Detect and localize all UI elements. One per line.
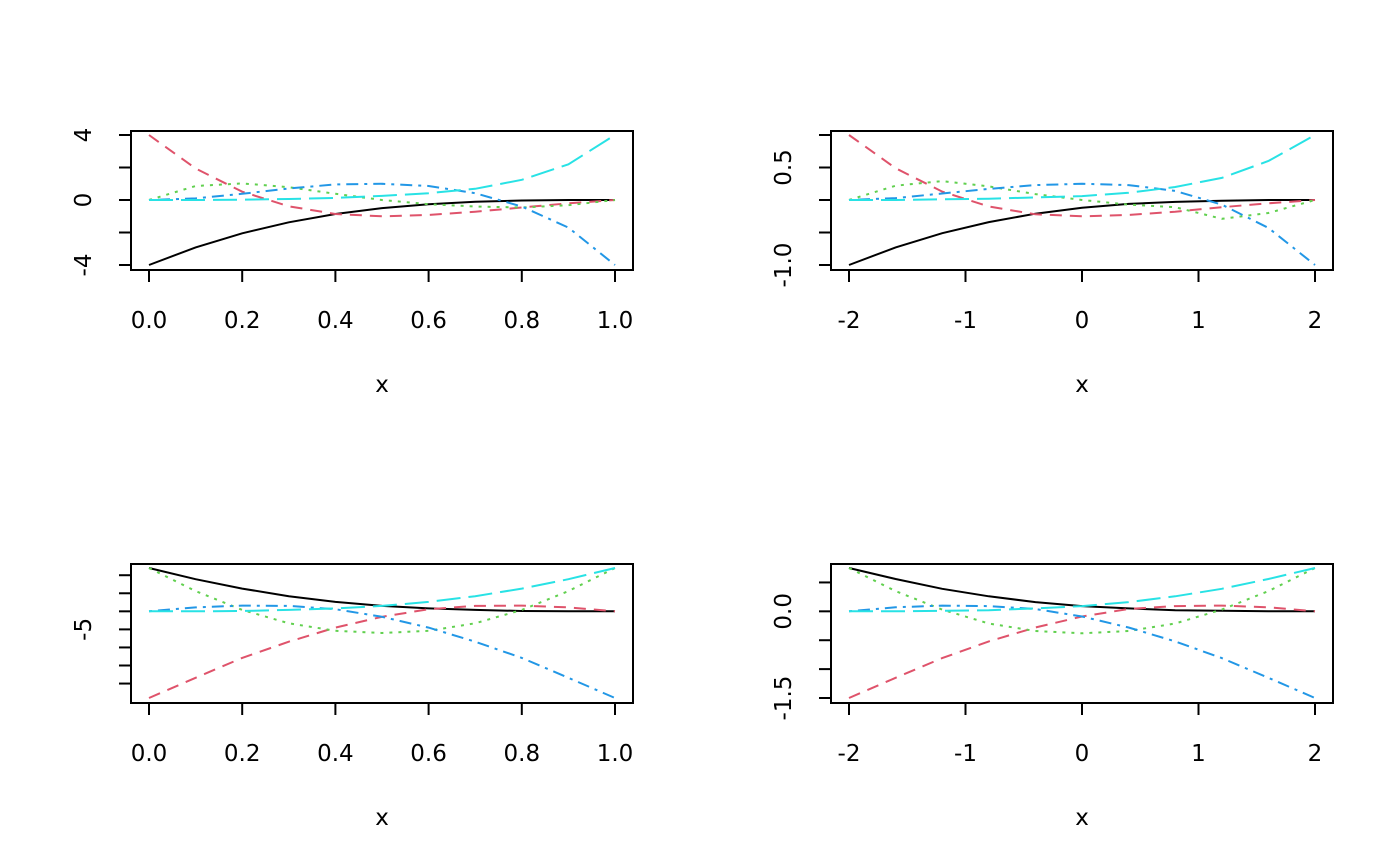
y-tick-label: 0.0 xyxy=(771,593,797,630)
series-line-3 xyxy=(148,182,616,209)
series-line-2 xyxy=(148,134,616,218)
x-tick-label: 0.2 xyxy=(224,741,261,767)
x-tick-label: 0 xyxy=(1075,741,1090,767)
series-line-2 xyxy=(848,134,1316,218)
series-line-5 xyxy=(849,567,1316,613)
series-line-5 xyxy=(849,134,1316,201)
series-line-4 xyxy=(148,604,616,699)
x-tick-label: -1 xyxy=(954,308,977,334)
series-line-2 xyxy=(848,604,1316,699)
panel-4: -2 -1 0 1 2 x -1.5 0.0 xyxy=(771,563,1334,831)
series-line-1 xyxy=(848,567,1315,613)
y-tick-label: 4 xyxy=(71,128,97,143)
x-axis-label: x xyxy=(375,372,389,398)
series-line-4 xyxy=(848,182,1316,266)
x-tick-label: 2 xyxy=(1308,741,1323,767)
x-tick-label: 1 xyxy=(1191,308,1206,334)
x-tick-label: 0.8 xyxy=(504,308,541,334)
x-tick-label: 2 xyxy=(1308,308,1323,334)
x-tick-label: 0.4 xyxy=(317,308,354,334)
series-line-5 xyxy=(149,567,616,613)
y-tick-label: 0.5 xyxy=(771,149,797,186)
y-tick-label: -1.5 xyxy=(771,676,797,721)
x-tick-label: 0 xyxy=(1075,308,1090,334)
x-tick-label: 0.2 xyxy=(224,308,261,334)
series-line-5 xyxy=(149,134,616,201)
panel-1: 0.0 0.2 0.4 0.6 0.8 1.0 x -4 0 4 xyxy=(71,128,634,398)
x-tick-label: 1.0 xyxy=(597,308,634,334)
series-line-4 xyxy=(848,604,1316,699)
panel-2: -2 -1 0 1 2 x -1.0 0.5 xyxy=(771,130,1334,398)
series-line-3 xyxy=(848,567,1316,635)
y-tick-label: -5 xyxy=(71,618,97,641)
x-tick-label: -2 xyxy=(838,741,861,767)
x-tick-label: 0.6 xyxy=(410,308,447,334)
x-tick-label: 1.0 xyxy=(597,741,634,767)
x-tick-label: 0.0 xyxy=(131,308,168,334)
x-tick-label: -2 xyxy=(838,308,861,334)
y-tick-label: -4 xyxy=(71,254,97,277)
x-tick-label: 0.8 xyxy=(504,741,541,767)
series-line-1 xyxy=(148,567,615,613)
series-line-3 xyxy=(148,567,616,635)
x-tick-label: -1 xyxy=(954,741,977,767)
series-line-2 xyxy=(148,604,616,699)
x-axis-label: x xyxy=(375,805,389,831)
series-line-1 xyxy=(848,199,1315,266)
x-axis-label: x xyxy=(1075,372,1089,398)
x-axis-label: x xyxy=(1075,805,1089,831)
y-tick-label: -1.0 xyxy=(771,243,797,288)
series-line-1 xyxy=(148,199,615,266)
series-line-3 xyxy=(848,180,1316,220)
series-line-4 xyxy=(148,182,616,266)
y-tick-label: 0 xyxy=(71,193,97,208)
x-tick-label: 0.0 xyxy=(131,741,168,767)
x-tick-label: 0.4 xyxy=(317,741,354,767)
x-tick-label: 0.6 xyxy=(410,741,447,767)
panel-3: 0.0 0.2 0.4 0.6 0.8 1.0 x -5 xyxy=(71,563,634,831)
x-tick-label: 1 xyxy=(1191,741,1206,767)
